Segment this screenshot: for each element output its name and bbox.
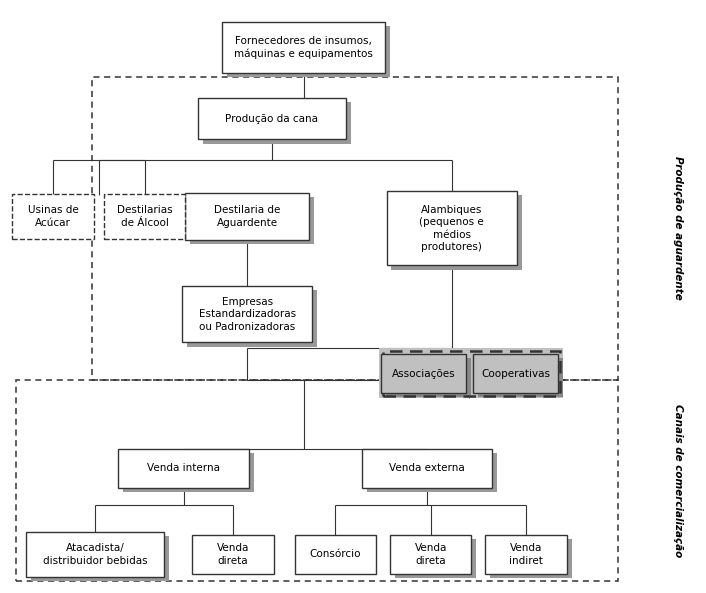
Text: Consórcio: Consórcio <box>310 550 361 559</box>
Bar <box>222 22 385 72</box>
Bar <box>395 540 476 578</box>
Bar <box>192 535 274 574</box>
Text: Venda externa: Venda externa <box>389 464 465 473</box>
Text: Fornecedores de insumos,
máquinas e equipamentos: Fornecedores de insumos, máquinas e equi… <box>234 36 373 59</box>
Text: Produção de aguardente: Produção de aguardente <box>673 157 683 300</box>
Bar <box>473 355 558 393</box>
Bar <box>478 358 563 397</box>
Text: Canais de comercialização: Canais de comercialização <box>673 404 683 557</box>
Bar <box>295 535 376 574</box>
Bar <box>92 77 618 380</box>
Bar <box>203 102 351 144</box>
Bar <box>27 533 164 576</box>
Text: Produção da cana: Produção da cana <box>225 114 318 123</box>
Bar <box>119 449 249 487</box>
Text: Venda
direta: Venda direta <box>414 543 447 566</box>
Bar <box>185 193 309 240</box>
Text: Venda
direta: Venda direta <box>217 543 249 566</box>
Text: Venda
indiret: Venda indiret <box>509 543 543 566</box>
Text: Empresas
Estandardizadoras
ou Padronizadoras: Empresas Estandardizadoras ou Padronizad… <box>198 297 296 331</box>
Bar <box>361 449 493 487</box>
Bar <box>124 453 254 492</box>
Bar <box>227 27 390 77</box>
Bar <box>186 291 318 346</box>
Bar <box>386 358 471 397</box>
Bar <box>104 195 185 239</box>
Bar <box>367 453 497 492</box>
Bar <box>387 191 517 266</box>
Bar <box>390 535 472 574</box>
Text: Venda interna: Venda interna <box>147 464 220 473</box>
Text: Alambiques
(pequenos e
médios
produtores): Alambiques (pequenos e médios produtores… <box>419 205 484 252</box>
Bar <box>383 351 560 396</box>
Bar <box>391 196 522 269</box>
Bar <box>190 197 313 244</box>
Text: Cooperativas: Cooperativas <box>481 369 550 378</box>
Bar <box>379 348 563 398</box>
Bar <box>181 286 312 343</box>
Bar <box>381 355 466 393</box>
Bar <box>12 195 94 239</box>
Bar <box>198 98 346 139</box>
Text: Atacadista/
distribuidor bebidas: Atacadista/ distribuidor bebidas <box>43 543 148 566</box>
Text: Associações: Associações <box>392 369 455 378</box>
Text: Destilaria de
Aguardente: Destilaria de Aguardente <box>214 205 280 228</box>
Bar <box>490 540 572 578</box>
Text: Usinas de
Acúcar: Usinas de Acúcar <box>28 205 78 228</box>
Bar <box>32 536 169 581</box>
Bar <box>16 380 618 581</box>
Text: Destilarias
de Álcool: Destilarias de Álcool <box>117 205 172 228</box>
Bar <box>486 535 567 574</box>
